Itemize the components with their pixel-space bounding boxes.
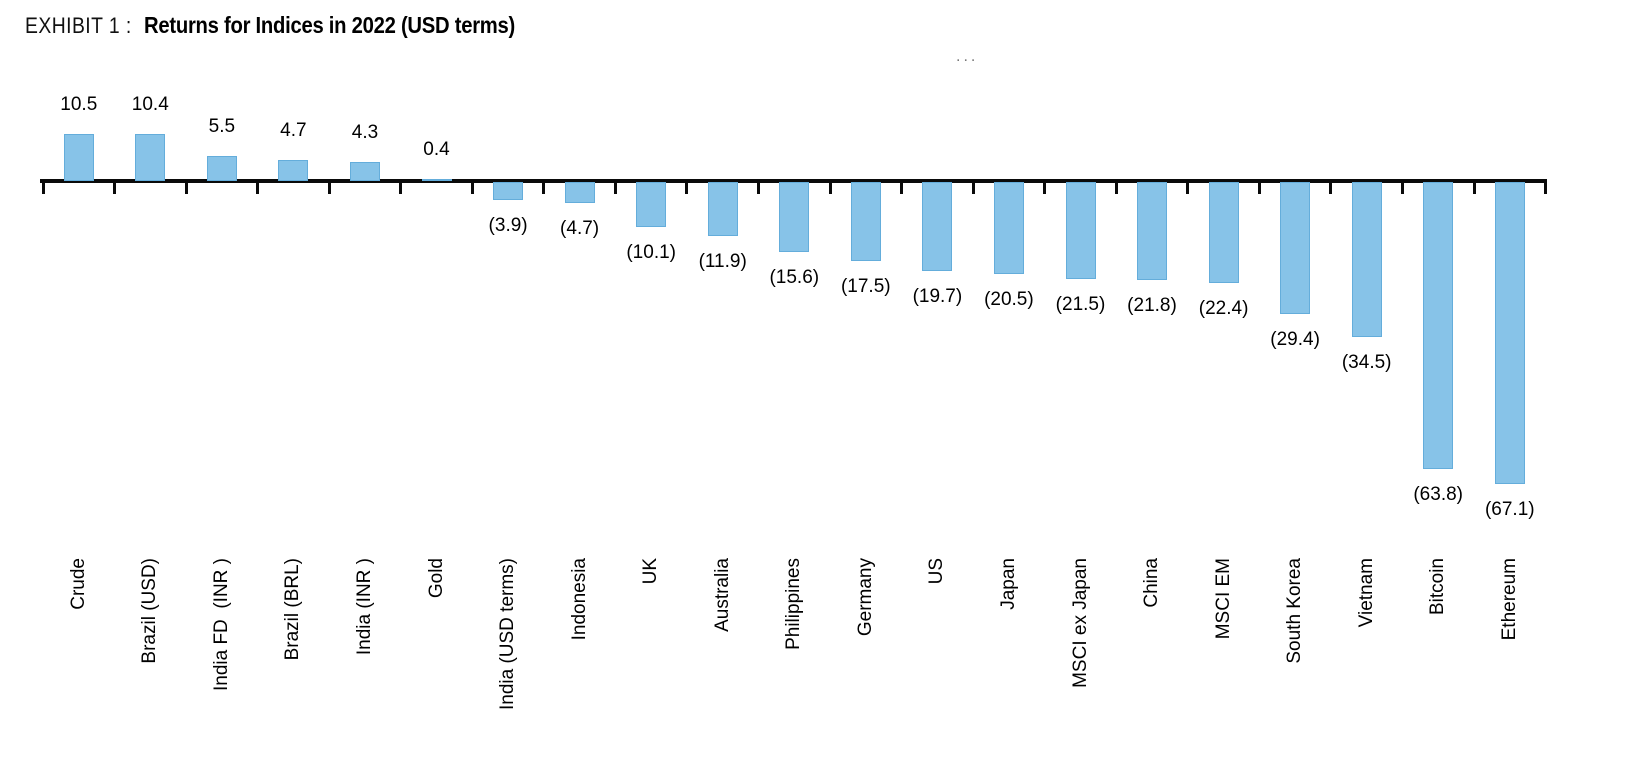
category-label: Philippines bbox=[783, 558, 805, 650]
axis-tick bbox=[685, 181, 689, 194]
axis-tick bbox=[327, 181, 331, 194]
axis-tick bbox=[399, 181, 403, 194]
category-label: Germany bbox=[854, 558, 876, 637]
bar-value-label: (3.9) bbox=[488, 215, 528, 236]
axis-tick bbox=[613, 181, 617, 194]
category-label: India (INR ) bbox=[354, 558, 375, 656]
bar-value-label: 0.4 bbox=[423, 139, 450, 160]
bar-value-label: 5.5 bbox=[208, 116, 236, 137]
chart-header: EXHIBIT 1 : Returns for Indices in 2022 (… bbox=[25, 12, 515, 39]
chart-bar bbox=[1065, 182, 1096, 279]
category-label: Australia bbox=[711, 558, 733, 632]
axis-tick bbox=[41, 181, 45, 194]
bar-value-label: 10.5 bbox=[60, 94, 98, 115]
category-label: Vietnam bbox=[1355, 558, 1377, 628]
axis-tick bbox=[971, 181, 975, 194]
chart-bar bbox=[850, 182, 881, 261]
bar-value-label: (11.9) bbox=[698, 251, 747, 272]
axis-tick bbox=[256, 181, 260, 194]
category-label: Gold bbox=[425, 558, 447, 599]
axis-tick bbox=[1114, 181, 1118, 194]
chart-bar bbox=[636, 182, 667, 227]
chart-bar bbox=[1423, 182, 1454, 469]
chart-bar bbox=[421, 179, 452, 181]
category-label: US bbox=[926, 558, 948, 585]
axis-tick bbox=[900, 181, 904, 194]
bar-value-label: 10.4 bbox=[131, 94, 169, 115]
chart-bar bbox=[1208, 182, 1239, 283]
category-label: South Korea bbox=[1284, 558, 1306, 664]
category-label: Bitcoin bbox=[1427, 558, 1449, 616]
category-label: Brazil (BRL) bbox=[282, 558, 304, 661]
bar-value-label: (20.5) bbox=[984, 289, 1034, 310]
category-label: Japan bbox=[997, 558, 1019, 610]
axis-tick bbox=[1401, 181, 1404, 194]
category-label: Brazil (USD) bbox=[139, 558, 161, 664]
chart-bar bbox=[1494, 182, 1525, 484]
category-label: India FD (INR ) bbox=[210, 558, 232, 692]
bar-value-label: (67.1) bbox=[1484, 499, 1535, 520]
category-label: MSCI EM bbox=[1212, 558, 1234, 640]
category-label: Ethereum bbox=[1498, 558, 1520, 641]
axis-tick bbox=[1472, 181, 1476, 194]
chart-bar bbox=[135, 134, 166, 181]
bar-value-label: (29.4) bbox=[1270, 329, 1320, 350]
bar-value-label: (4.7) bbox=[560, 218, 600, 239]
axis-tick bbox=[1043, 181, 1047, 194]
category-label: Indonesia bbox=[568, 558, 590, 641]
chart-bar bbox=[779, 182, 810, 252]
category-label: Crude bbox=[67, 558, 89, 610]
chart-bar bbox=[1351, 182, 1382, 337]
chart-bar bbox=[350, 162, 380, 181]
bar-value-label: (63.8) bbox=[1413, 484, 1463, 505]
axis-tick bbox=[828, 181, 832, 194]
axis-tick bbox=[184, 181, 188, 194]
ellipsis-decoration: ... bbox=[956, 48, 979, 65]
bar-value-label: 4.7 bbox=[280, 120, 307, 141]
bar-value-label: (17.5) bbox=[840, 276, 891, 297]
chart-bar bbox=[493, 182, 524, 200]
bar-value-label: (15.6) bbox=[769, 267, 820, 288]
chart-bar bbox=[922, 182, 953, 271]
bar-value-label: (22.4) bbox=[1198, 298, 1249, 319]
axis-tick bbox=[1257, 181, 1261, 194]
bar-value-label: (21.8) bbox=[1127, 295, 1177, 316]
exhibit-label: EXHIBIT 1 : bbox=[25, 13, 132, 38]
chart-bar bbox=[993, 182, 1024, 274]
chart-bar bbox=[1137, 182, 1167, 280]
axis-tick bbox=[1544, 181, 1547, 194]
axis-tick bbox=[542, 181, 546, 194]
axis-tick bbox=[470, 181, 474, 194]
category-label: India (USD terms) bbox=[497, 558, 519, 711]
chart-bar bbox=[707, 182, 738, 236]
axis-tick bbox=[757, 181, 760, 194]
axis-tick bbox=[1186, 181, 1190, 194]
chart-bar bbox=[206, 156, 237, 181]
bar-value-label: (34.5) bbox=[1341, 352, 1392, 373]
axis-tick bbox=[1329, 181, 1333, 194]
chart-bar bbox=[63, 134, 94, 181]
axis-tick bbox=[113, 181, 116, 194]
category-label: UK bbox=[640, 558, 662, 585]
bar-value-label: (21.5) bbox=[1055, 294, 1106, 315]
bar-value-label: (10.1) bbox=[626, 242, 676, 263]
category-label: China bbox=[1141, 558, 1162, 608]
category-label: MSCI ex Japan bbox=[1069, 558, 1091, 688]
page-title: Returns for Indices in 2022 (USD terms) bbox=[144, 12, 516, 38]
x-axis-line bbox=[40, 179, 1547, 183]
bar-value-label: (19.7) bbox=[912, 286, 963, 307]
chart-bar bbox=[564, 182, 595, 203]
chart-bar bbox=[278, 160, 309, 181]
chart-bar bbox=[1280, 182, 1311, 314]
bar-value-label: 4.3 bbox=[351, 122, 379, 143]
